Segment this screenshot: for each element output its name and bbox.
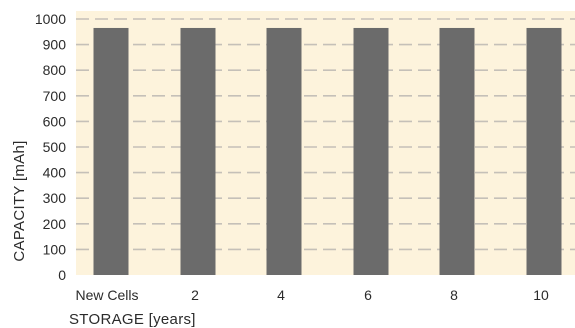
x-axis-label: STORAGE [years] [69,311,196,328]
bar [353,27,389,276]
plot-background [76,11,575,275]
y-tick-label: 200 [43,216,67,232]
y-tick-label: 1000 [35,11,66,27]
y-tick-label: 100 [43,241,67,257]
x-tick-label: 6 [364,287,372,303]
y-tick-label: 600 [43,113,67,129]
y-tick-label: 700 [43,88,67,104]
x-tick-label: New Cells [75,287,138,303]
gridlines [76,18,575,251]
y-tick-label: 500 [43,139,67,155]
y-tick-label: 800 [43,62,67,78]
x-tick-label: 2 [191,287,199,303]
y-axis-label: CAPACITY [mAh] [11,140,28,261]
bar [526,27,562,276]
y-tick-label: 0 [58,267,66,283]
x-tick-labels: New Cells 2 4 6 8 10 [75,287,549,303]
bar [93,27,129,276]
x-tick-label: 10 [533,287,549,303]
bar [180,27,216,276]
x-tick-label: 4 [277,287,285,303]
y-tick-labels: 0 100 200 300 400 500 600 700 800 900 1000 [35,11,66,283]
bar [266,27,302,276]
bars [93,27,562,276]
y-tick-label: 300 [43,190,67,206]
y-tick-label: 900 [43,37,67,53]
bar [439,27,475,276]
x-tick-label: 8 [450,287,458,303]
y-tick-label: 400 [43,165,67,181]
